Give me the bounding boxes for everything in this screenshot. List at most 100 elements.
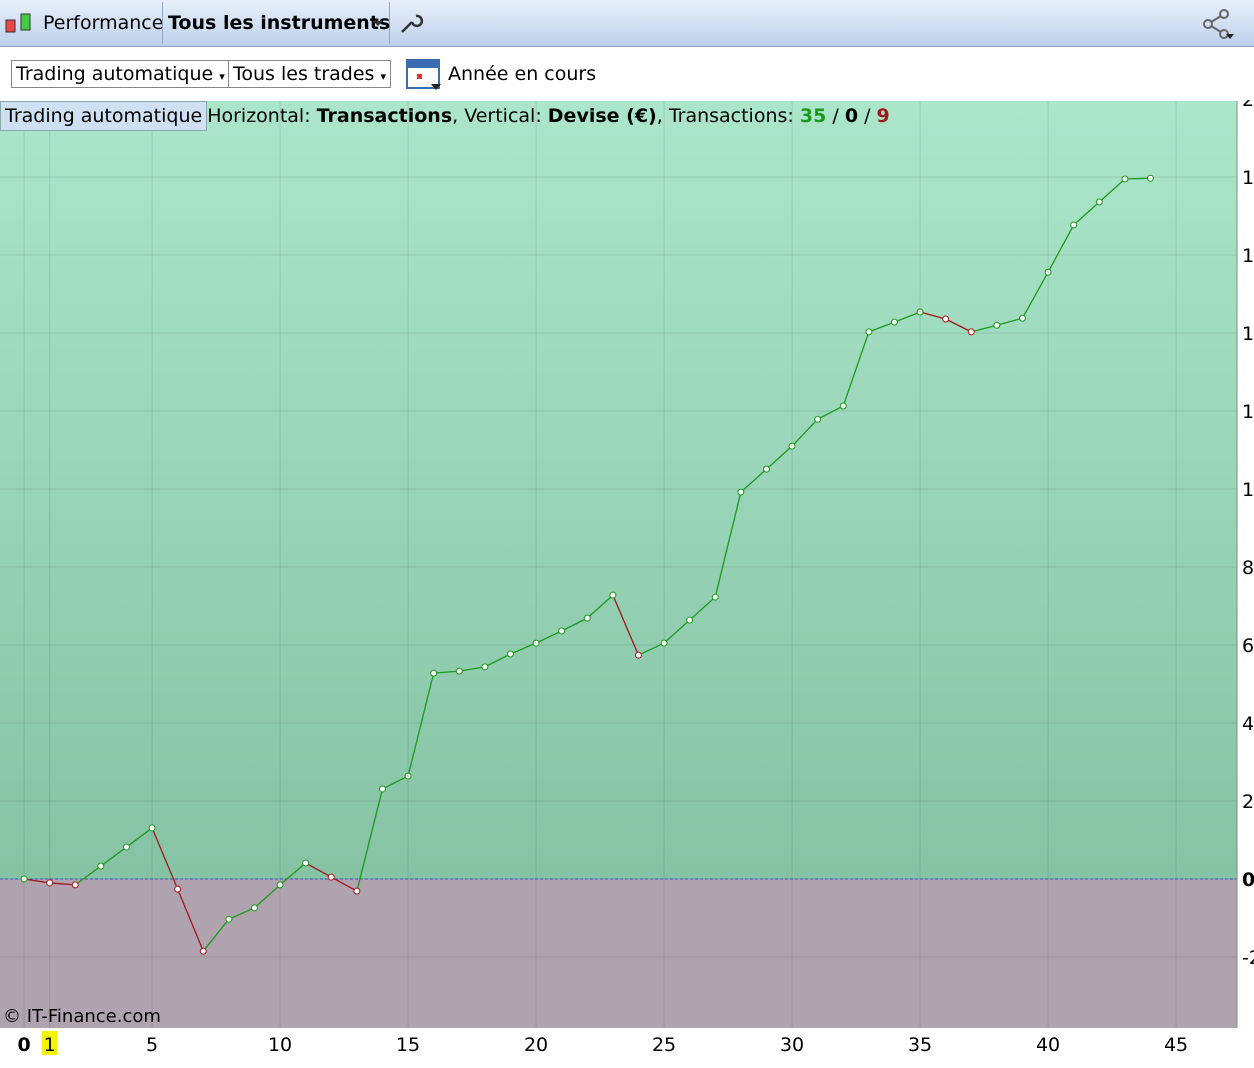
positive-zone [0,101,1237,880]
segment [356,788,384,892]
segment [894,311,921,323]
point [1070,221,1078,229]
y-tick-label: 4 [1242,713,1254,735]
point [430,669,438,677]
v-value: Devise (€) [547,105,657,127]
instruments-dropdown[interactable]: Tous les instruments [168,12,391,34]
h-label: Horizontal: [207,105,311,127]
h-value: Transactions [316,105,453,127]
copyright: © IT-Finance.com [3,1006,161,1027]
y-tick-label: -2 [1242,947,1254,969]
segment [817,405,844,420]
segment [1098,178,1126,203]
point [97,862,105,870]
segment [612,594,640,656]
trades-text: Tous les trades [233,63,375,85]
point [993,321,1001,329]
mode-dropdown[interactable]: Trading automatique ▾ [11,60,230,88]
segment [766,445,793,470]
segment [842,331,870,407]
point [737,488,745,496]
y-tick-label: 1 [1242,479,1254,501]
point [327,873,335,881]
divider [162,2,390,44]
segment [254,884,281,909]
caret [373,21,383,26]
segment [305,862,332,878]
point [1121,175,1129,183]
calendar-icon[interactable] [405,56,443,92]
segment [126,827,153,848]
segment [459,666,485,672]
point [865,328,873,336]
point [46,879,54,887]
segment [971,324,998,333]
x-tick-label: 25 [652,1034,676,1056]
point [814,415,822,423]
point [967,328,975,336]
segment [330,876,358,892]
segment [638,642,665,656]
x-tick-label: 5 [146,1034,158,1056]
point [1146,174,1154,182]
point [302,859,310,867]
t-label: , Transactions: [656,105,794,127]
segment [1047,224,1075,273]
info-tab[interactable]: Trading automatique [0,101,208,131]
y-tick-label: 0 [1242,869,1254,891]
right-axis [1237,101,1254,1028]
performance-tab[interactable]: Performance [43,12,164,34]
point [686,616,694,624]
point [404,772,412,780]
wrench-icon[interactable] [398,12,424,36]
segment [714,492,742,598]
sep: / [832,105,839,127]
point [839,402,847,410]
point [583,614,591,622]
app-icon [5,13,31,33]
segment [151,827,179,890]
segment [279,862,307,886]
segment [407,672,435,777]
point [455,667,463,675]
point [1018,314,1026,322]
info-bar: Trading automatique Horizontal: Transacti… [0,101,890,131]
segment [1124,177,1151,180]
point [532,639,540,647]
segment [561,617,588,632]
y-tick-label: 1 [1242,323,1254,345]
segment [1073,201,1100,226]
segment [382,775,409,790]
segment [74,865,102,886]
chart: -2024681111120151015202530354045 [0,100,1254,1068]
segment [663,619,691,644]
segment [689,596,716,621]
segment [510,642,537,655]
segment [586,594,614,619]
y-tick-label: 6 [1242,635,1254,657]
x-axis-strip [0,1028,1254,1056]
point [174,885,182,893]
mode-text: Trading automatique [16,63,214,85]
neutral: 0 [844,105,859,127]
point [225,915,233,923]
negative-zone [0,879,1237,1028]
segment [228,907,255,920]
trades-dropdown[interactable]: Tous les trades ▾ [228,60,392,88]
point [20,875,28,883]
wins: 35 [799,105,827,127]
segment [945,318,972,333]
point [1044,268,1052,276]
segment [996,317,1023,326]
segment [791,418,819,447]
point [916,308,924,316]
point [762,465,770,473]
tick-highlight [41,1031,58,1055]
point [634,651,642,659]
x-tick-label: 15 [396,1034,420,1056]
share-icon[interactable] [1200,8,1240,40]
period-label[interactable]: Année en cours [448,63,597,85]
point [788,442,796,450]
point [711,593,719,601]
